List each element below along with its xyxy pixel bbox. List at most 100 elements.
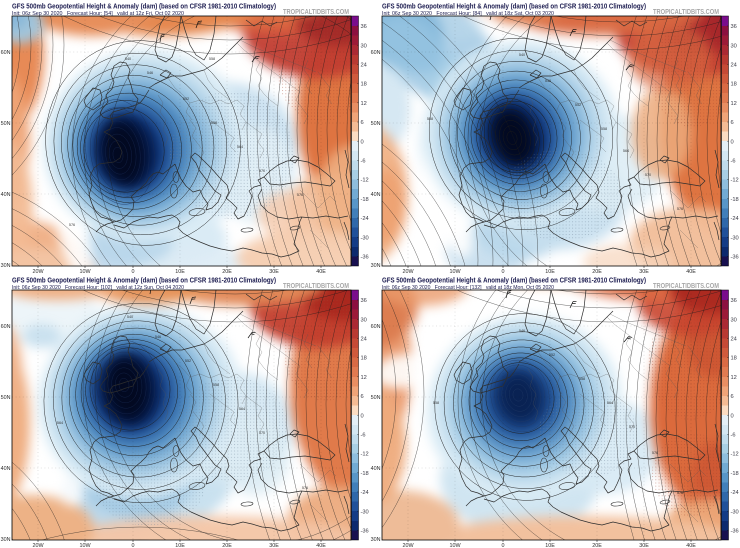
svg-text:20W: 20W [402, 269, 414, 275]
svg-text:20W: 20W [32, 543, 44, 548]
svg-text:-30: -30 [361, 235, 369, 241]
svg-text:20E: 20E [592, 543, 602, 548]
svg-text:24: 24 [731, 337, 737, 343]
svg-text:576: 576 [652, 451, 658, 455]
svg-text:-36: -36 [731, 529, 739, 535]
svg-text:564: 564 [607, 401, 613, 405]
svg-text:-30: -30 [361, 509, 369, 515]
svg-text:552: 552 [183, 97, 189, 101]
svg-text:576: 576 [677, 207, 683, 211]
svg-text:10W: 10W [449, 269, 461, 275]
svg-text:GFS 500mb Geopotential Height: GFS 500mb Geopotential Height & Anomaly … [12, 4, 276, 11]
svg-text:-24: -24 [731, 490, 739, 496]
svg-text:-36: -36 [361, 529, 369, 535]
svg-text:552: 552 [575, 103, 581, 107]
svg-text:540: 540 [519, 53, 525, 57]
svg-text:564: 564 [623, 149, 629, 153]
svg-text:546: 546 [147, 71, 153, 75]
svg-text:60N: 60N [1, 50, 11, 56]
svg-text:24: 24 [361, 63, 367, 69]
svg-text:30: 30 [361, 317, 367, 323]
svg-text:570: 570 [645, 173, 651, 177]
svg-text:564: 564 [239, 407, 245, 411]
svg-text:-18: -18 [361, 197, 369, 203]
svg-text:-12: -12 [361, 178, 369, 184]
svg-text:546: 546 [545, 79, 551, 83]
svg-text:576: 576 [677, 491, 683, 495]
svg-text:30E: 30E [639, 543, 649, 548]
svg-text:570: 570 [259, 169, 265, 173]
svg-text:40E: 40E [316, 269, 326, 275]
svg-text:0: 0 [361, 413, 364, 419]
svg-text:20E: 20E [592, 269, 602, 275]
svg-text:30N: 30N [371, 263, 381, 269]
svg-text:TROPICALTIDBITS.COM: TROPICALTIDBITS.COM [283, 283, 349, 290]
svg-text:-30: -30 [731, 235, 739, 241]
svg-text:40E: 40E [686, 543, 696, 548]
svg-text:6: 6 [361, 394, 364, 400]
svg-text:558: 558 [433, 401, 439, 405]
svg-text:18: 18 [361, 82, 367, 88]
svg-text:TROPICALTIDBITS.COM: TROPICALTIDBITS.COM [283, 9, 349, 16]
svg-text:0: 0 [132, 269, 135, 275]
svg-text:24: 24 [731, 63, 737, 69]
svg-text:10W: 10W [449, 543, 461, 548]
svg-text:564: 564 [237, 145, 243, 149]
svg-text:60N: 60N [371, 50, 381, 56]
svg-text:50N: 50N [371, 395, 381, 401]
svg-text:-24: -24 [361, 490, 369, 496]
svg-text:36: 36 [361, 298, 367, 304]
svg-text:60N: 60N [1, 324, 11, 330]
svg-text:-18: -18 [361, 471, 369, 477]
svg-text:564: 564 [57, 421, 63, 425]
svg-text:546: 546 [155, 335, 161, 339]
svg-text:12: 12 [361, 101, 367, 107]
svg-text:30E: 30E [269, 543, 279, 548]
svg-text:-6: -6 [731, 433, 736, 439]
svg-text:Init: 06z Sep 30 2020 Foreca: Init: 06z Sep 30 2020 Forecast Hour: [10… [12, 285, 184, 291]
svg-text:Init: 06z Sep 30 2020 Foreca: Init: 06z Sep 30 2020 Forecast Hour: [84… [382, 11, 554, 17]
svg-text:50N: 50N [1, 395, 11, 401]
svg-text:-18: -18 [731, 471, 739, 477]
svg-text:576: 576 [69, 223, 75, 227]
svg-text:-12: -12 [731, 178, 739, 184]
svg-text:10E: 10E [175, 543, 185, 548]
svg-text:6: 6 [731, 394, 734, 400]
svg-text:576: 576 [297, 193, 303, 197]
svg-text:18: 18 [731, 82, 737, 88]
svg-text:GFS 500mb Geopotential Height: GFS 500mb Geopotential Height & Anomaly … [382, 278, 646, 285]
svg-text:6: 6 [361, 120, 364, 126]
svg-text:40E: 40E [686, 269, 696, 275]
svg-text:GFS 500mb Geopotential Height: GFS 500mb Geopotential Height & Anomaly … [12, 278, 276, 285]
svg-text:18: 18 [361, 356, 367, 362]
svg-text:-36: -36 [361, 255, 369, 261]
svg-text:10W: 10W [79, 269, 91, 275]
svg-text:-30: -30 [731, 509, 739, 515]
svg-text:558: 558 [211, 121, 217, 125]
svg-text:50N: 50N [1, 121, 11, 127]
svg-text:-6: -6 [361, 159, 366, 165]
svg-text:558: 558 [213, 383, 219, 387]
svg-text:-12: -12 [731, 452, 739, 458]
svg-text:20W: 20W [402, 543, 414, 548]
svg-text:552: 552 [549, 353, 555, 357]
svg-text:558: 558 [427, 117, 433, 121]
svg-text:6: 6 [731, 120, 734, 126]
svg-text:0: 0 [731, 413, 734, 419]
svg-text:570: 570 [629, 425, 635, 429]
svg-text:12: 12 [731, 101, 737, 107]
svg-text:540: 540 [127, 315, 133, 319]
svg-text:20W: 20W [32, 269, 44, 275]
svg-text:36: 36 [731, 24, 737, 30]
svg-text:-12: -12 [361, 452, 369, 458]
svg-text:540: 540 [125, 57, 131, 61]
svg-text:12: 12 [731, 375, 737, 381]
svg-text:-24: -24 [731, 216, 739, 222]
svg-text:0: 0 [132, 543, 135, 548]
svg-text:36: 36 [731, 298, 737, 304]
svg-text:30: 30 [731, 43, 737, 49]
svg-text:552: 552 [185, 359, 191, 363]
svg-text:40E: 40E [316, 543, 326, 548]
svg-text:-36: -36 [731, 255, 739, 261]
svg-text:30: 30 [361, 43, 367, 49]
